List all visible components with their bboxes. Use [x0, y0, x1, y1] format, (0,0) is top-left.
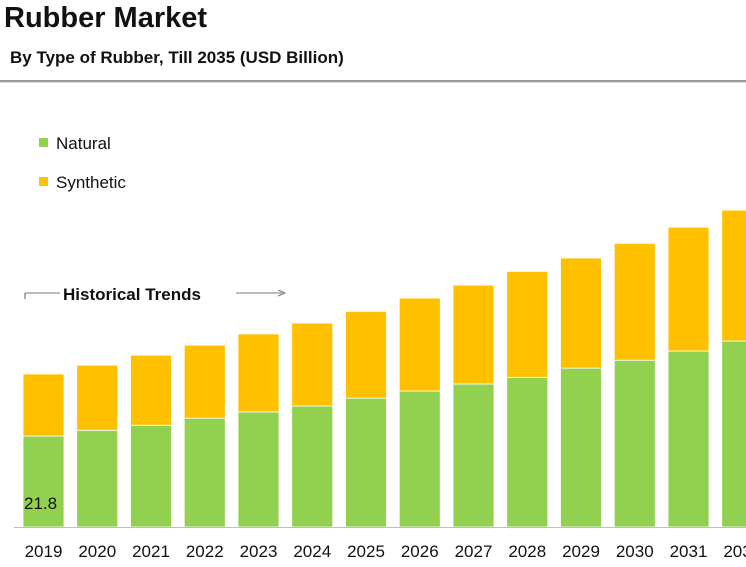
data-label: 21.8 [24, 494, 57, 513]
bar-synthetic-2019 [22, 373, 65, 437]
bar-synthetic-2028 [506, 270, 549, 378]
x-tick-label: 2027 [455, 542, 493, 561]
annotation-text: Historical Trends [63, 285, 201, 304]
bar-natural-2019 [22, 435, 65, 528]
bar-natural-2020 [76, 429, 119, 528]
bar-synthetic-2027 [452, 284, 495, 385]
bar-natural-2024 [291, 405, 334, 528]
legend-label-synthetic: Synthetic [56, 173, 126, 192]
historical-trends-annotation: Historical Trends [24, 285, 287, 304]
bar-natural-2023 [237, 411, 280, 528]
x-tick-label: 2024 [293, 542, 331, 561]
x-tick-label: 2028 [508, 542, 546, 561]
x-tick-label: 2022 [186, 542, 224, 561]
bar-natural-2021 [130, 424, 172, 528]
x-tick-label: 2025 [347, 542, 385, 561]
bar-synthetic-2023 [237, 333, 280, 413]
bar-synthetic-2024 [291, 322, 334, 407]
bar-natural-2029 [560, 367, 602, 528]
bar-natural-2022 [183, 417, 226, 528]
x-tick-label: 2029 [562, 542, 600, 561]
bar-synthetic-2022 [183, 344, 226, 419]
bar-natural-2026 [398, 390, 441, 528]
bar-synthetic-2020 [76, 364, 119, 431]
x-tick-label: 2019 [25, 542, 63, 561]
x-tick-label: 2023 [240, 542, 278, 561]
bar-natural-2027 [452, 383, 495, 528]
legend-swatch-synthetic [39, 177, 48, 186]
legend: Natural Synthetic [39, 134, 126, 192]
x-tick-label: 2020 [78, 542, 116, 561]
bar-synthetic-2030 [613, 243, 656, 361]
bar-natural-2028 [506, 376, 549, 528]
bar-natural-2025 [345, 397, 387, 528]
bar-synthetic-2025 [345, 311, 387, 399]
chart-subtitle: By Type of Rubber, Till 2035 (USD Billio… [10, 48, 344, 67]
legend-label-natural: Natural [56, 134, 111, 153]
x-tick-label: 2026 [401, 542, 439, 561]
x-tick-label: 2032 [723, 542, 746, 561]
bar-synthetic-2031 [667, 226, 710, 352]
x-tick-label: 2031 [670, 542, 708, 561]
x-tick-label: 2021 [132, 542, 170, 561]
bar-synthetic-2021 [130, 354, 172, 426]
x-tick-label: 2030 [616, 542, 654, 561]
chart-title: Rubber Market [4, 2, 208, 34]
bar-natural-2032 [721, 340, 746, 528]
bar-synthetic-2032 [721, 209, 746, 342]
header-divider [0, 80, 746, 83]
bar-synthetic-2026 [398, 297, 441, 392]
bar-natural-2031 [667, 350, 710, 528]
bar-synthetic-2029 [560, 257, 602, 369]
legend-swatch-natural [39, 138, 48, 147]
bar-natural-2030 [613, 359, 656, 528]
